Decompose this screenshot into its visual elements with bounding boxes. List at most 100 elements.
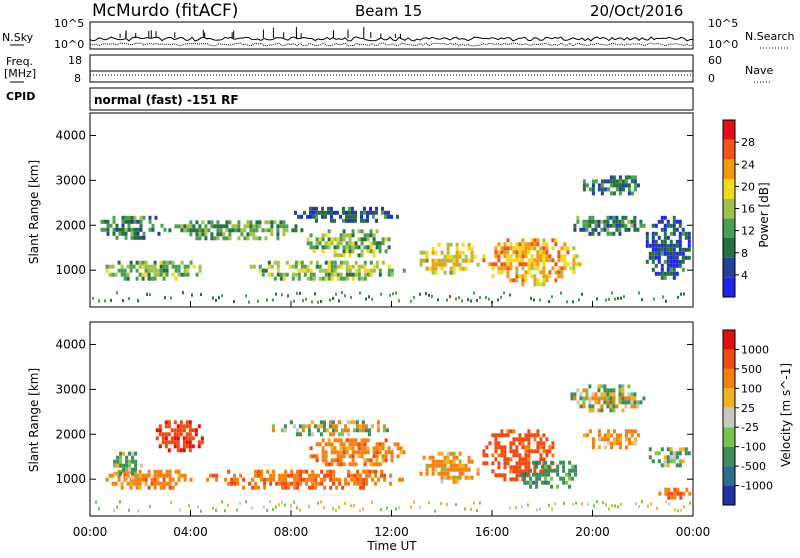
data-cell <box>545 246 549 251</box>
data-cell <box>657 255 661 260</box>
data-cell <box>449 270 453 275</box>
data-cell <box>600 437 604 442</box>
data-cell <box>470 507 472 511</box>
data-cell <box>224 509 226 513</box>
data-cell <box>488 262 492 267</box>
data-cell <box>536 429 540 434</box>
data-cell <box>351 446 355 451</box>
data-cell <box>591 441 595 446</box>
data-cell <box>473 254 477 259</box>
data-cell <box>236 477 240 482</box>
data-cell <box>342 249 346 254</box>
data-cell <box>654 263 658 268</box>
data-cell <box>287 294 289 298</box>
data-cell <box>530 246 534 251</box>
data-cell <box>252 236 256 241</box>
data-cell <box>387 450 391 455</box>
data-cell <box>279 272 283 277</box>
data-cell <box>129 485 133 490</box>
data-cell <box>515 258 519 263</box>
data-cell <box>449 295 451 299</box>
data-cell <box>663 247 667 252</box>
data-cell <box>672 219 676 224</box>
data-cell <box>292 424 296 429</box>
data-cell <box>431 294 433 298</box>
data-cell <box>591 227 595 232</box>
data-cell <box>291 264 295 269</box>
data-cell <box>381 260 385 265</box>
data-cell <box>630 179 634 184</box>
data-cell <box>330 462 334 467</box>
data-cell <box>464 463 468 468</box>
data-cell <box>413 500 415 504</box>
data-cell <box>666 255 670 260</box>
data-cell <box>372 237 376 242</box>
data-cell <box>351 454 355 459</box>
data-cell <box>333 245 337 250</box>
data-cell <box>310 432 314 437</box>
data-cell <box>503 453 507 458</box>
data-cell <box>272 477 276 482</box>
data-cell <box>210 224 214 229</box>
data-cell <box>135 485 139 490</box>
data-cell <box>621 183 625 188</box>
data-cell <box>264 220 268 225</box>
data-cell <box>458 463 462 468</box>
data-cell <box>357 264 361 269</box>
data-cell <box>536 262 540 267</box>
data-cell <box>542 254 546 259</box>
data-cell <box>449 451 453 456</box>
data-cell <box>360 249 364 254</box>
data-cell <box>216 232 220 237</box>
data-cell <box>381 206 384 211</box>
data-cell <box>348 233 352 238</box>
data-cell <box>663 455 667 460</box>
data-cell <box>139 227 143 232</box>
data-cell <box>608 507 610 511</box>
data-cell <box>612 396 616 401</box>
data-cell <box>271 428 275 433</box>
data-cell <box>512 437 516 442</box>
data-cell <box>603 187 607 192</box>
data-cell <box>314 292 316 296</box>
data-cell <box>621 187 625 192</box>
data-cell <box>458 266 462 271</box>
data-cell <box>449 242 453 247</box>
data-cell <box>254 481 258 486</box>
data-cell <box>129 268 133 273</box>
data-cell <box>621 179 625 184</box>
data-cell <box>327 245 331 250</box>
data-cell <box>566 250 570 255</box>
data-cell <box>351 233 355 238</box>
data-cell <box>515 445 519 450</box>
data-cell <box>366 237 370 242</box>
data-cell <box>446 503 448 506</box>
data-cell <box>548 270 552 275</box>
data-cell <box>371 500 373 504</box>
data-cell <box>509 258 513 263</box>
data-cell <box>384 458 388 463</box>
data-cell <box>527 242 531 247</box>
data-cell <box>585 388 589 393</box>
data-cell <box>609 215 613 220</box>
data-cell <box>249 228 253 233</box>
data-cell <box>678 231 682 236</box>
data-cell <box>332 296 334 300</box>
data-cell <box>509 469 513 474</box>
data-cell <box>346 420 350 425</box>
data-cell <box>585 223 589 228</box>
data-cell <box>374 473 378 478</box>
data-cell <box>112 219 116 224</box>
data-cell <box>524 469 528 474</box>
data-cell <box>482 254 486 259</box>
data-cell <box>345 438 349 443</box>
data-cell <box>161 440 165 445</box>
data-cell <box>351 249 355 254</box>
data-cell <box>618 179 622 184</box>
freq-traces <box>90 70 693 76</box>
data-cell <box>548 503 550 507</box>
data-cell <box>375 462 379 467</box>
data-cell <box>633 219 637 224</box>
data-cell <box>554 270 558 275</box>
data-cell <box>396 442 400 447</box>
